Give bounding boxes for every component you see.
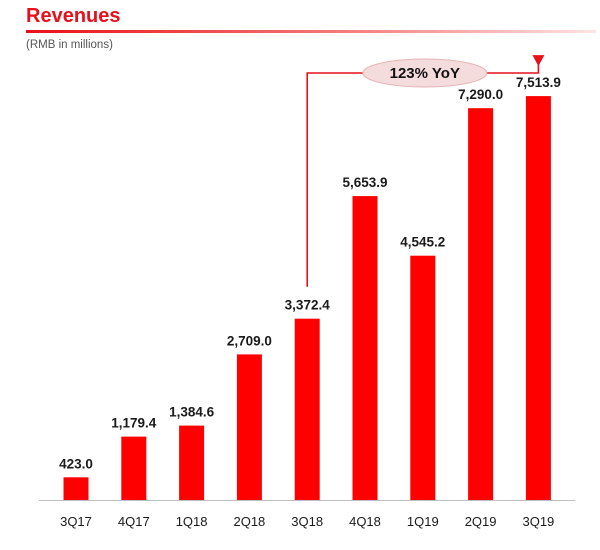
category-label-2q18: 2Q18	[233, 514, 265, 529]
title-underline	[26, 30, 596, 33]
yoy-badge	[362, 58, 488, 88]
category-label-3q19: 3Q19	[522, 514, 554, 529]
bar-4q18	[352, 196, 378, 500]
page-title: Revenues	[26, 5, 121, 27]
bar-1q19	[410, 255, 436, 500]
bar-3q19	[525, 96, 551, 500]
value-label-3q19: 7,513.9	[516, 75, 561, 90]
category-label-1q18: 1Q18	[176, 514, 208, 529]
bar-2q19	[468, 108, 494, 500]
category-label-1q19: 1Q19	[407, 514, 439, 529]
category-label-3q17: 3Q17	[60, 514, 92, 529]
value-labels: 423.0 1,179.4 1,384.6 2,709.0 3,372.4 5,653.9…	[59, 75, 561, 471]
bar-3q18	[294, 318, 320, 500]
value-label-2q19: 7,290.0	[458, 87, 503, 102]
value-label-3q17: 423.0	[59, 456, 93, 471]
bar-series	[63, 96, 551, 500]
value-label-3q18: 3,372.4	[285, 298, 331, 313]
value-label-1q18: 1,384.6	[169, 405, 215, 420]
bar-2q18	[236, 354, 262, 500]
value-label-2q18: 2,709.0	[227, 333, 272, 348]
category-label-3q18: 3Q18	[291, 514, 323, 529]
bar-4q17	[121, 436, 147, 500]
value-label-4q18: 5,653.9	[342, 175, 387, 190]
bar-3q17	[63, 477, 89, 500]
category-label-4q18: 4Q18	[349, 514, 381, 529]
yoy-bracket-line	[306, 58, 540, 287]
bar-1q18	[179, 425, 205, 500]
category-label-4q17: 4Q17	[118, 514, 150, 529]
value-label-1q19: 4,545.2	[400, 235, 445, 250]
yoy-label: 123% YoY	[390, 65, 460, 82]
yoy-arrow-head	[532, 55, 545, 67]
category-labels: 3Q17 4Q17 1Q18 2Q18 3Q18 4Q18 1Q19 2Q19 3Q19	[60, 514, 554, 529]
yoy-annotation: 123% YoY	[306, 55, 545, 287]
value-label-4q17: 1,179.4	[111, 416, 157, 431]
chart-subtitle: (RMB in millions)	[26, 39, 113, 51]
category-label-2q19: 2Q19	[465, 514, 497, 529]
